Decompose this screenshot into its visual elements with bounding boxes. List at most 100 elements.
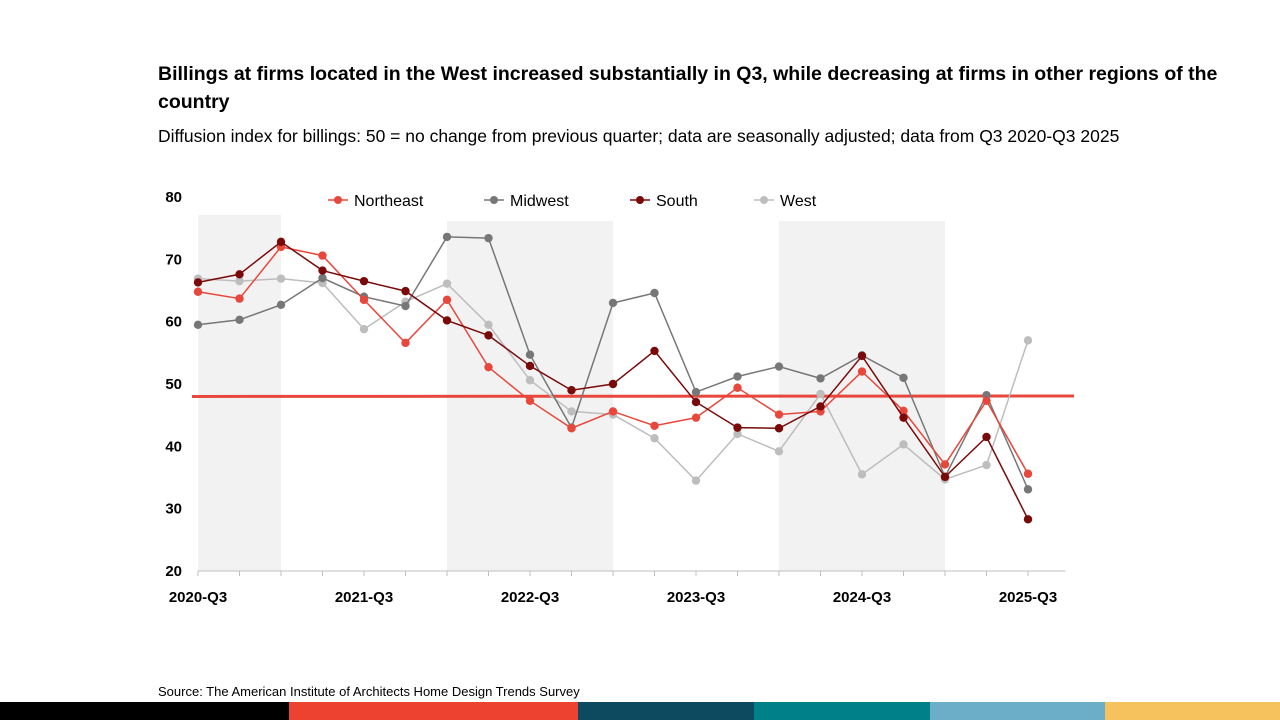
footer-segment-black xyxy=(0,702,289,720)
data-point xyxy=(401,286,410,296)
footer-segment-teal xyxy=(754,702,930,720)
data-point xyxy=(733,423,742,432)
x-tick-label: 2023-Q3 xyxy=(667,589,725,606)
legend-label: Northeast xyxy=(354,193,424,210)
data-point xyxy=(318,251,327,260)
data-point xyxy=(235,294,244,303)
data-point xyxy=(774,447,784,456)
data-point xyxy=(276,300,286,310)
footer-segment-red xyxy=(289,702,578,720)
y-tick-label: 60 xyxy=(165,314,182,331)
data-point xyxy=(484,320,493,329)
shaded-period xyxy=(198,215,281,571)
data-point xyxy=(359,295,369,305)
legend-label: West xyxy=(780,193,817,210)
footer-segment-lightblue xyxy=(930,702,1105,720)
data-point xyxy=(318,273,327,283)
data-point xyxy=(691,387,701,397)
legend-marker xyxy=(760,196,768,204)
data-point xyxy=(484,331,493,340)
data-point xyxy=(857,351,867,361)
x-tick-label: 2021-Q3 xyxy=(335,589,393,606)
y-tick-label: 50 xyxy=(165,376,182,393)
y-tick-label: 70 xyxy=(165,251,182,268)
data-point xyxy=(650,346,659,356)
data-point xyxy=(608,407,618,416)
legend-marker xyxy=(490,196,498,204)
legend-item-west: West xyxy=(754,193,817,210)
data-point xyxy=(899,413,908,422)
data-point xyxy=(608,379,618,389)
legend-item-south: South xyxy=(630,193,698,210)
legend-label: South xyxy=(656,193,698,210)
x-tick-label: 2022-Q3 xyxy=(501,589,559,606)
data-point xyxy=(691,397,701,407)
data-point xyxy=(650,421,659,430)
data-point xyxy=(940,472,950,482)
x-tick-label: 2020-Q3 xyxy=(169,589,227,606)
data-point xyxy=(816,389,825,399)
data-point xyxy=(567,386,576,395)
reference-line xyxy=(191,394,1075,398)
data-point xyxy=(193,287,203,296)
data-point xyxy=(525,376,535,385)
chart-subtitle: Diffusion index for billings: 50 = no ch… xyxy=(158,126,1120,146)
y-tick-label: 20 xyxy=(165,563,182,580)
data-point xyxy=(359,276,369,286)
data-point xyxy=(982,396,991,406)
data-point xyxy=(940,460,950,469)
data-point xyxy=(235,315,244,324)
data-point xyxy=(650,288,659,298)
data-point xyxy=(442,295,452,305)
legend-item-midwest: Midwest xyxy=(484,193,569,210)
data-point xyxy=(567,424,576,433)
data-point xyxy=(442,279,452,288)
data-point xyxy=(442,232,452,242)
data-point xyxy=(276,274,286,283)
data-point xyxy=(1023,469,1033,478)
data-point xyxy=(816,374,825,383)
legend: Northeast Midwest South West xyxy=(328,193,817,210)
data-point xyxy=(484,362,493,372)
series-midwest xyxy=(193,232,1033,494)
series-lines xyxy=(193,232,1033,524)
footer-color-bar xyxy=(0,702,1280,720)
data-point xyxy=(359,324,369,334)
x-tick-label: 2024-Q3 xyxy=(833,589,891,606)
y-tick-label: 30 xyxy=(165,501,182,518)
line-chart: 20 30 40 50 60 70 80 2020-Q3 2021-Q3 2022-Q3 2023-… xyxy=(165,189,1075,606)
data-point xyxy=(899,440,908,449)
data-point xyxy=(650,434,659,443)
data-point xyxy=(1023,515,1033,524)
legend-marker xyxy=(334,196,342,204)
data-point xyxy=(1023,485,1033,494)
legend-marker xyxy=(636,196,644,204)
data-point xyxy=(816,402,825,411)
data-point xyxy=(525,396,535,406)
x-tick-label: 2025-Q3 xyxy=(999,589,1057,606)
data-point xyxy=(899,406,908,416)
legend-item-northeast: Northeast xyxy=(328,193,424,210)
data-point xyxy=(235,276,244,286)
data-point xyxy=(235,270,244,279)
data-point xyxy=(276,237,286,247)
source-note: Source: The American Institute of Archit… xyxy=(158,684,580,699)
data-point xyxy=(733,429,742,439)
legend-label: Midwest xyxy=(510,193,569,210)
data-point xyxy=(193,278,203,287)
series-south xyxy=(193,237,1033,524)
data-point xyxy=(525,350,535,359)
chart-title: Billings at firms located in the West in… xyxy=(158,63,1218,113)
data-point xyxy=(567,407,576,416)
data-point xyxy=(691,476,701,485)
y-tick-label: 40 xyxy=(165,438,182,455)
data-point xyxy=(1023,336,1033,345)
footer-segment-navy xyxy=(578,702,754,720)
data-point xyxy=(442,316,452,325)
data-point xyxy=(733,372,742,381)
data-point xyxy=(982,432,991,442)
data-point xyxy=(401,338,410,348)
y-tick-label: 80 xyxy=(165,189,182,206)
reference-line-48 xyxy=(191,394,1075,398)
data-point xyxy=(857,470,867,479)
